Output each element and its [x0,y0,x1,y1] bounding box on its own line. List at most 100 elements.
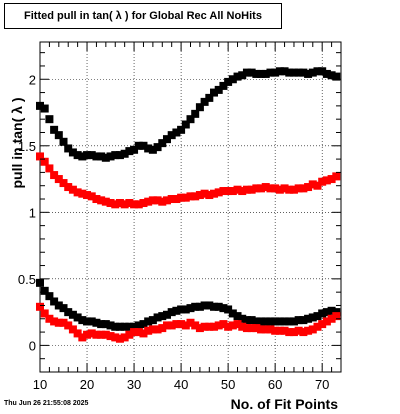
data-point-series-1 [130,200,139,209]
data-point-series-1 [50,171,59,180]
data-point-series-1 [172,195,181,204]
data-point-series-1 [125,199,134,208]
data-point-series-3 [308,325,317,334]
data-point-series-2 [247,316,256,325]
x-tick-label: 40 [174,377,188,392]
data-point-series-0 [120,149,129,158]
data-point-series-1 [313,181,322,190]
data-point-series-0 [195,103,204,112]
data-point-series-0 [130,145,139,154]
data-point-series-0 [327,71,336,80]
data-point-series-1 [40,157,49,166]
data-point-series-3 [285,328,294,337]
data-point-series-1 [275,185,284,194]
data-point-series-0 [275,67,284,76]
data-point-series-0 [242,68,251,77]
data-point-series-2 [242,316,251,325]
data-point-series-3 [186,318,195,327]
data-point-series-3 [73,329,82,338]
data-point-series-1 [68,185,77,194]
data-point-series-0 [92,152,101,161]
data-point-series-0 [210,88,219,97]
data-point-series-1 [73,188,82,197]
data-point-series-3 [200,322,209,331]
data-point-series-1 [214,188,223,197]
data-point-series-0 [181,120,190,129]
data-point-series-2 [186,304,195,313]
data-point-series-0 [115,151,124,160]
data-point-series-2 [181,305,190,314]
data-point-series-0 [261,69,270,78]
data-point-series-0 [97,152,106,161]
data-point-series-2 [153,313,162,322]
data-point-series-3 [322,317,331,326]
data-point-series-1 [266,184,275,193]
data-point-series-0 [233,72,242,81]
data-point-series-2 [177,305,186,314]
data-point-series-2 [210,302,219,311]
data-point-series-1 [252,184,261,193]
data-point-series-1 [233,185,242,194]
data-point-series-2 [195,302,204,311]
data-point-series-3 [106,332,115,341]
data-point-series-2 [101,320,110,329]
data-point-series-0 [144,144,153,153]
data-point-series-2 [68,310,77,319]
data-point-series-1 [242,185,251,194]
data-point-series-0 [87,151,96,160]
x-tick-label: 50 [221,377,235,392]
data-point-series-3 [54,318,63,327]
data-point-series-0 [285,68,294,77]
data-point-series-1 [153,196,162,205]
data-point-series-2 [304,314,313,323]
data-point-series-2 [158,312,167,321]
data-point-series-2 [97,320,106,329]
data-point-series-3 [134,328,143,337]
data-point-series-2 [78,316,87,325]
data-point-series-3 [181,321,190,330]
data-point-series-3 [242,324,251,333]
x-axis-label: No. of Fit Points [230,396,338,412]
data-point-series-2 [120,322,129,331]
data-point-series-3 [50,317,59,326]
data-point-series-1 [97,196,106,205]
data-point-series-1 [111,200,120,209]
data-point-series-2 [172,306,181,315]
data-point-series-3 [45,314,54,323]
x-tick-label: 30 [127,377,141,392]
data-point-series-1 [115,199,124,208]
data-point-series-2 [299,316,308,325]
data-point-series-0 [308,68,317,77]
data-point-series-2 [111,322,120,331]
data-point-series-3 [299,328,308,337]
data-point-series-1 [200,189,209,198]
data-point-series-3 [257,325,266,334]
data-point-series-1 [332,172,341,181]
data-point-series-3 [130,328,139,337]
data-point-series-1 [36,152,44,161]
data-point-series-0 [40,104,49,113]
data-point-series-1 [280,184,289,193]
data-point-series-0 [68,148,77,157]
data-point-series-3 [266,325,275,334]
data-point-series-3 [162,321,171,330]
data-point-series-3 [120,333,129,342]
data-point-series-1 [139,199,148,208]
data-point-series-2 [200,301,209,310]
data-point-series-1 [162,196,171,205]
data-point-series-3 [83,330,92,339]
data-point-series-2 [261,317,270,326]
data-point-series-3 [214,321,223,330]
data-point-series-0 [299,68,308,77]
data-point-series-1 [318,177,327,186]
data-point-series-2 [318,309,327,318]
data-point-series-2 [214,302,223,311]
data-point-series-1 [308,180,317,189]
data-point-series-1 [45,164,54,173]
data-point-series-2 [280,317,289,326]
data-point-series-3 [205,322,214,331]
data-point-series-3 [92,330,101,339]
data-point-series-3 [144,326,153,335]
data-point-series-2 [83,317,92,326]
data-point-series-1 [261,183,270,192]
